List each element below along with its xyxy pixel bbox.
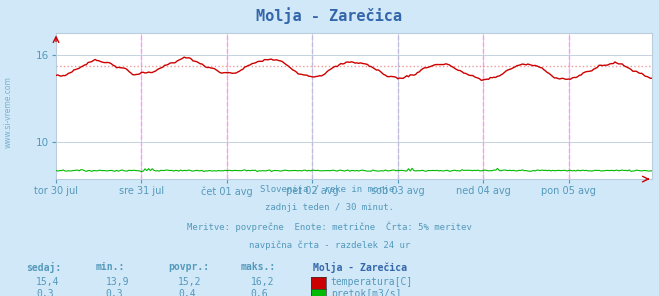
Text: 0,3: 0,3	[105, 289, 123, 296]
Text: maks.:: maks.:	[241, 262, 275, 272]
Text: navpična črta - razdelek 24 ur: navpična črta - razdelek 24 ur	[249, 240, 410, 250]
Text: 0,6: 0,6	[250, 289, 268, 296]
Text: min.:: min.:	[96, 262, 125, 272]
Text: pretok[m3/s]: pretok[m3/s]	[331, 289, 401, 296]
Text: 0,3: 0,3	[36, 289, 54, 296]
Text: zadnji teden / 30 minut.: zadnji teden / 30 minut.	[265, 203, 394, 212]
Text: Molja - Zarečica: Molja - Zarečica	[313, 262, 407, 273]
Text: 16,2: 16,2	[250, 277, 274, 287]
Text: Meritve: povprečne  Enote: metrične  Črta: 5% meritev: Meritve: povprečne Enote: metrične Črta:…	[187, 222, 472, 232]
Text: 15,4: 15,4	[36, 277, 60, 287]
Text: 0,4: 0,4	[178, 289, 196, 296]
Text: temperatura[C]: temperatura[C]	[331, 277, 413, 287]
Text: Molja - Zarečica: Molja - Zarečica	[256, 7, 403, 24]
Text: povpr.:: povpr.:	[168, 262, 209, 272]
Text: 13,9: 13,9	[105, 277, 129, 287]
Text: sedaj:: sedaj:	[26, 262, 61, 273]
Text: 15,2: 15,2	[178, 277, 202, 287]
Text: www.si-vreme.com: www.si-vreme.com	[3, 77, 13, 148]
Text: Slovenija / reke in morje.: Slovenija / reke in morje.	[260, 185, 399, 194]
